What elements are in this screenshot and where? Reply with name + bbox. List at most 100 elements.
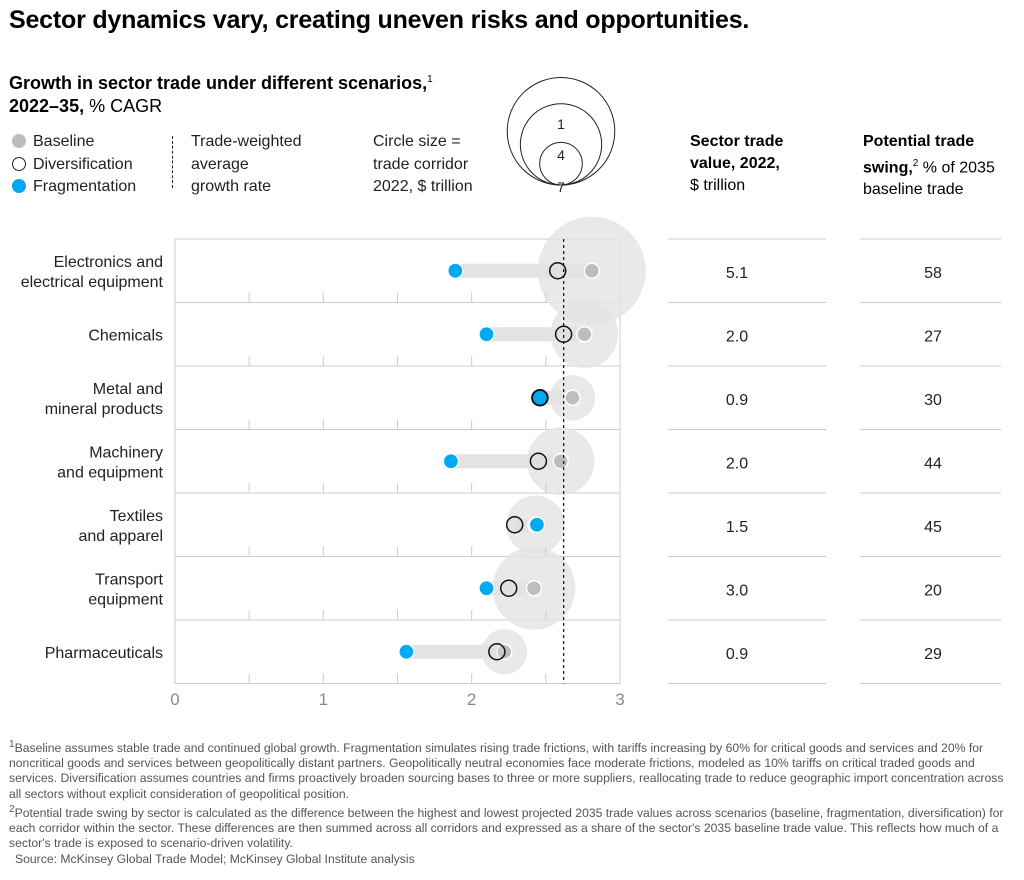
baseline-point	[564, 389, 581, 406]
subtitle-unit: % CAGR	[84, 96, 163, 116]
footnote-2-mark: 2	[9, 803, 15, 815]
trade-value-header: Sector trade value, 2022, $ trillion	[690, 131, 830, 197]
diversification-point	[554, 325, 573, 343]
baseline-dot-icon	[12, 134, 26, 148]
swing-header: Potential trade swing,2 % of 2035 baseli…	[863, 131, 1013, 201]
footnote-1-mark: 1	[9, 739, 15, 750]
avg-line-text-2: average	[191, 155, 249, 173]
trade-value-cell: 5.1	[726, 265, 748, 282]
trade-value-cell: 1.5	[726, 519, 748, 536]
baseline-point	[525, 580, 543, 597]
legend-size-label: 4	[557, 147, 565, 163]
trade-value-header-bold: Sector trade value, 2022,	[690, 133, 784, 172]
legend-size-label: 1	[557, 116, 565, 132]
x-tick-label: 1	[319, 690, 328, 709]
swing-header-sup: 2	[912, 158, 919, 169]
circle-size-text-1: Circle size =	[373, 133, 461, 150]
swing-cell: 45	[924, 519, 942, 536]
range-bar	[450, 454, 561, 469]
fragmentation-point	[447, 262, 464, 279]
category-label: Transport	[95, 571, 163, 588]
baseline-point	[583, 262, 601, 279]
trade-value-cell: 3.0	[726, 582, 748, 599]
diversification-point	[531, 389, 549, 407]
diversification-point	[488, 643, 506, 661]
subtitle-sup: 1	[427, 74, 433, 85]
trade-value-cell: 2.0	[726, 455, 748, 472]
swing-cell: 58	[924, 265, 942, 282]
legend-fragmentation-label: Fragmentation	[33, 178, 137, 195]
category-label: Pharmaceuticals	[45, 645, 163, 662]
swing-header-bold: Potential trade swing,	[863, 133, 975, 177]
legend-size-circle-1	[539, 141, 583, 186]
category-label: Chemicals	[88, 327, 163, 344]
diversification-point	[505, 516, 524, 534]
trade-value-cell: 2.0	[726, 328, 748, 345]
legend-baseline: Baseline	[12, 131, 136, 154]
fragmentation-dot-icon	[12, 179, 26, 193]
footnotes: 1Baseline assumes stable trade and conti…	[9, 737, 1009, 867]
x-tick-label: 3	[615, 690, 624, 709]
diversification-ring-icon	[12, 156, 26, 171]
diversification-point	[548, 262, 567, 280]
subtitle-years: 2022–35,	[9, 96, 85, 116]
legend: Baseline Diversification Fragmentation	[12, 131, 136, 199]
trade-value-cell: 0.9	[726, 392, 748, 409]
range-bar	[539, 390, 573, 405]
diversification-point	[529, 452, 548, 470]
fragmentation-point	[478, 580, 495, 597]
trade-value-cell: 0.9	[726, 646, 748, 663]
category-label: Electronics and	[54, 254, 163, 271]
category-label: Textiles	[110, 508, 163, 525]
dumbbell-chart: 1 4 7 Electronics and electrical equipment 5.…	[21, 76, 1001, 709]
range-bar	[486, 581, 534, 596]
baseline-point	[576, 326, 593, 343]
legend-avg-line: Trade-weighted average growth rate	[191, 131, 302, 199]
category-label: Machinery	[89, 444, 163, 461]
fragmentation-point	[442, 453, 460, 470]
category-label: equipment	[88, 591, 163, 608]
footnote-1-text: Baseline assumes stable trade and contin…	[9, 741, 1004, 801]
category-label: Metal and	[93, 381, 163, 398]
fragmentation-point	[478, 326, 495, 343]
circle-size-text-2: trade corridor	[373, 155, 469, 173]
range-bar	[455, 263, 592, 278]
subtitle-main: Growth in sector trade under different s…	[9, 73, 428, 93]
legend-circle-size: Circle size = trade corridor 2022, $ tri…	[373, 131, 473, 199]
x-tick-label: 2	[467, 690, 476, 709]
legend-baseline-label: Baseline	[33, 133, 95, 150]
swing-header-rest: % of 2035 baseline trade	[863, 159, 995, 199]
legend-diversification: Diversification	[12, 154, 136, 177]
range-bar	[406, 644, 505, 659]
category-label: and equipment	[57, 464, 163, 481]
legend-size-label: 7	[557, 179, 565, 195]
avg-line-text-3: growth rate	[191, 178, 272, 195]
swing-cell: 44	[924, 455, 942, 472]
swing-cell: 20	[924, 582, 942, 599]
page-title: Sector dynamics vary, creating uneven ri…	[9, 6, 750, 34]
fragmentation-point	[528, 516, 546, 533]
footnote-2: 2Potential trade swing by sector is calc…	[9, 802, 1009, 852]
swing-cell: 29	[924, 646, 942, 663]
legend-fragmentation: Fragmentation	[12, 176, 136, 199]
circle-size-text-3: 2022, $ trillion	[373, 178, 473, 195]
category-label: mineral products	[45, 401, 163, 418]
chart-subtitle: Growth in sector trade under different s…	[9, 68, 433, 118]
trade-value-header-unit: $ trillion	[690, 177, 746, 194]
footnote-2-text: Potential trade swing by sector is calcu…	[9, 805, 1004, 851]
avg-line-legend-icon	[172, 136, 173, 188]
footnote-1: 1Baseline assumes stable trade and conti…	[9, 737, 1009, 802]
range-bar	[486, 327, 585, 342]
fragmentation-point	[398, 643, 415, 660]
diversification-point	[500, 579, 518, 597]
source: Source: McKinsey Global Trade Model; McK…	[15, 851, 415, 866]
baseline-point	[552, 453, 569, 470]
category-label: electrical equipment	[21, 274, 164, 291]
x-tick-label: 0	[170, 690, 179, 709]
swing-cell: 27	[924, 328, 942, 345]
category-label: and apparel	[78, 528, 163, 545]
avg-line-text-1: Trade-weighted	[191, 133, 302, 150]
swing-cell: 30	[924, 392, 942, 409]
legend-diversification-label: Diversification	[33, 155, 133, 173]
